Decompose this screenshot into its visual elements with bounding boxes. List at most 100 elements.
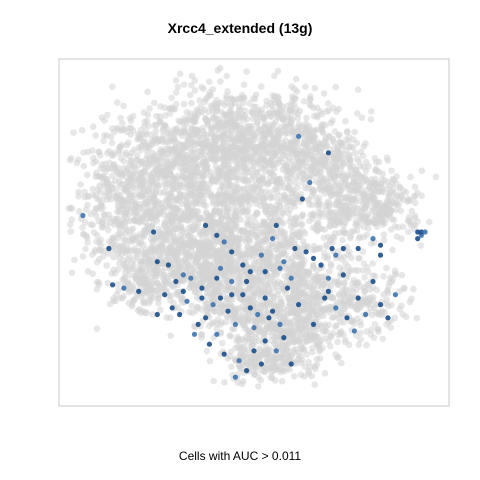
cell-point <box>353 139 361 147</box>
cell-point <box>113 195 121 203</box>
cell-point <box>79 253 87 260</box>
cell-point <box>280 249 288 256</box>
cell-point <box>266 298 274 306</box>
cell-point <box>417 242 425 249</box>
cell-point <box>270 363 278 370</box>
cell-point <box>292 179 300 187</box>
cell-point <box>234 379 242 386</box>
cell-point <box>217 220 225 227</box>
cell-point <box>207 168 215 176</box>
cell-point <box>191 117 198 125</box>
cell-point <box>153 212 160 219</box>
cell-point <box>347 197 355 204</box>
cell-point <box>250 288 257 296</box>
cell-point <box>312 178 320 185</box>
cell-point <box>146 105 153 112</box>
cell-point <box>126 182 134 189</box>
cell-point <box>406 298 414 306</box>
cell-point <box>279 115 287 123</box>
cell-point <box>316 244 324 252</box>
cell-point <box>303 133 311 141</box>
cell-point <box>298 190 305 198</box>
cell-point <box>225 267 232 274</box>
cell-point <box>104 111 111 119</box>
cell-point <box>135 218 143 225</box>
cell-point <box>329 216 336 223</box>
cell-point <box>212 177 220 184</box>
cell-point <box>388 216 396 223</box>
cell-point <box>223 72 230 80</box>
cell-point <box>363 341 370 349</box>
cell-point <box>226 296 233 304</box>
cell-point <box>129 225 137 232</box>
cell-point <box>200 85 207 93</box>
cell-point <box>246 100 253 107</box>
cell-point <box>398 235 405 242</box>
cell-point <box>313 126 321 134</box>
cell-point <box>95 148 103 156</box>
cell-point <box>243 208 250 215</box>
cell-point <box>331 153 339 160</box>
cell-point <box>193 293 201 301</box>
cell-point <box>307 102 315 110</box>
cell-point <box>81 188 88 196</box>
cell-point <box>405 213 413 221</box>
cell-point <box>285 168 292 176</box>
cell-point <box>207 216 214 224</box>
cell-point <box>183 108 191 116</box>
cell-point <box>204 118 212 125</box>
cell-point <box>329 239 336 247</box>
cell-point <box>84 201 91 209</box>
cell-point <box>232 181 240 189</box>
cell-point <box>105 186 113 194</box>
cell-point <box>401 284 408 292</box>
cell-point <box>256 109 264 116</box>
cell-point <box>236 252 244 260</box>
cell-point <box>337 330 345 338</box>
cell-point <box>388 167 395 174</box>
cell-point <box>209 268 217 276</box>
cell-point <box>187 164 195 172</box>
cell-point <box>232 196 239 204</box>
cell-point <box>351 128 358 136</box>
cell-point <box>249 165 256 172</box>
cell-point <box>337 206 345 213</box>
cell-point <box>354 306 362 314</box>
cell-point <box>282 290 290 298</box>
cell-point <box>324 255 331 262</box>
cell-point <box>321 157 328 164</box>
cell-point <box>120 185 127 193</box>
cell-point <box>246 124 253 131</box>
cell-point <box>231 213 239 221</box>
cell-point <box>104 150 111 157</box>
cell-point <box>123 174 131 181</box>
cell-point <box>238 168 245 175</box>
cell-point <box>243 247 251 255</box>
cell-point <box>220 146 228 154</box>
cell-point <box>93 325 101 333</box>
cell-point <box>342 173 350 181</box>
cell-point <box>155 150 163 157</box>
cell-point <box>240 319 247 327</box>
cell-point <box>278 308 286 316</box>
cell-point <box>358 114 366 121</box>
cell-point <box>199 198 206 205</box>
cell-point <box>243 68 250 75</box>
cell-point <box>136 135 143 142</box>
cell-point <box>153 217 161 224</box>
cell-point <box>340 297 348 304</box>
cell-point <box>104 226 112 234</box>
cell-point <box>114 203 122 210</box>
cell-point <box>380 273 387 280</box>
cell-point <box>161 161 168 168</box>
cell-point <box>264 357 271 365</box>
cell-point <box>225 216 233 224</box>
cell-point <box>286 218 293 225</box>
cell-point <box>402 313 410 321</box>
cell-point <box>228 363 235 371</box>
cell-point <box>320 234 328 242</box>
cell-point <box>331 230 339 237</box>
cell-point <box>205 239 213 247</box>
cell-point <box>353 187 361 194</box>
cell-point <box>113 184 121 192</box>
